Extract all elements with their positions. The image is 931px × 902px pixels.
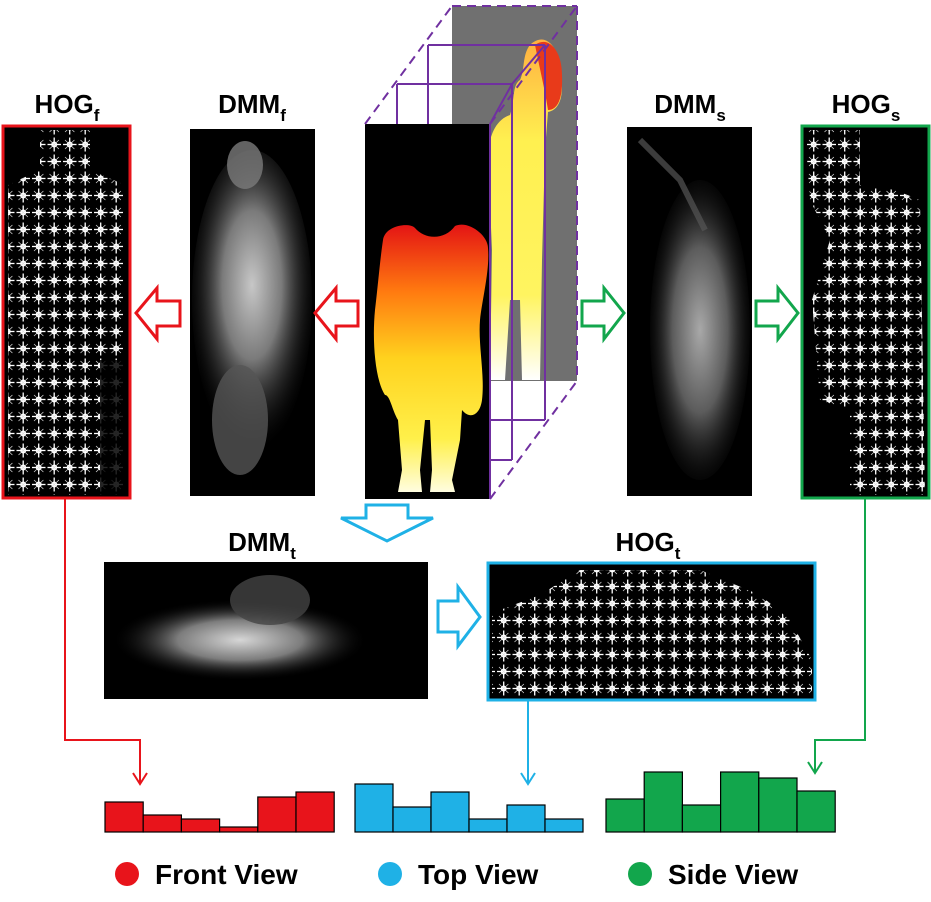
legend: Front View Top View Side View xyxy=(115,859,798,890)
label-hog-top-sub: t xyxy=(675,544,681,563)
label-dmm-top-base: DMM xyxy=(228,527,290,557)
histogram-bar-top-4 xyxy=(468,818,508,833)
legend-item-side: Side View xyxy=(628,859,798,890)
legend-label-front: Front View xyxy=(155,859,298,890)
histogram-bar-side-6 xyxy=(796,790,836,833)
arrow-to-dmm-top xyxy=(340,503,434,543)
legend-dot-top xyxy=(378,862,402,886)
histogram-bar-front-5 xyxy=(257,796,297,833)
dmm-top-panel xyxy=(104,562,428,699)
histogram-bar-front-2 xyxy=(142,814,182,833)
histogram-bar-side-3 xyxy=(681,804,722,833)
legend-item-top: Top View xyxy=(378,859,539,890)
hog-front-panel xyxy=(1,124,132,500)
histogram-bar-front-3 xyxy=(180,818,221,833)
projection-grid xyxy=(396,44,546,499)
legend-dot-side xyxy=(628,862,652,886)
histogram-bar-side-1 xyxy=(605,798,645,833)
projection-dashed-edges xyxy=(364,5,578,500)
histogram-bar-top-6 xyxy=(544,818,584,833)
connector-front xyxy=(64,498,148,786)
dmm-side-panel xyxy=(627,127,752,496)
label-dmm-front-base: DMM xyxy=(218,89,280,119)
histogram-top xyxy=(354,783,584,833)
label-dmm-side-sub: s xyxy=(716,106,725,125)
label-hog-side-base: HOG xyxy=(832,89,891,119)
histogram-bar-front-1 xyxy=(104,801,144,833)
legend-item-front: Front View xyxy=(115,859,298,890)
label-hog-top-base: HOG xyxy=(616,527,675,557)
label-dmm-side-base: DMM xyxy=(654,89,716,119)
arrow-to-hog-side xyxy=(754,283,800,344)
label-hog-side: HOGs xyxy=(832,89,901,125)
histogram-bar-front-6 xyxy=(295,791,335,833)
arrow-to-hog-top xyxy=(436,582,482,651)
label-dmm-front: DMMf xyxy=(218,89,286,125)
histogram-front xyxy=(104,791,335,833)
histogram-bar-top-5 xyxy=(506,804,546,833)
front-depth-silhouette xyxy=(373,224,489,492)
connector-top xyxy=(520,700,536,786)
hog-top-panel xyxy=(486,561,817,702)
side-depth-silhouette xyxy=(488,39,563,380)
bottom-depth-panel xyxy=(490,381,550,499)
label-hog-front: HOGf xyxy=(35,89,100,125)
label-hog-top: HOGt xyxy=(616,527,681,563)
label-hog-side-sub: s xyxy=(891,106,900,125)
label-hog-front-base: HOG xyxy=(35,89,94,119)
histogram-bar-side-4 xyxy=(719,771,760,833)
hog-side-panel xyxy=(800,124,931,500)
legend-label-side: Side View xyxy=(668,859,798,890)
histogram-bar-top-3 xyxy=(430,791,470,833)
depth-map-cube xyxy=(364,5,578,500)
label-hog-front-sub: f xyxy=(94,106,100,125)
histogram-bar-side-5 xyxy=(758,777,798,833)
arrow-to-hog-front xyxy=(134,283,182,344)
histogram-side xyxy=(605,771,836,833)
histogram-bar-side-2 xyxy=(643,771,684,833)
legend-dot-front xyxy=(115,862,139,886)
histogram-bar-top-2 xyxy=(392,806,432,833)
label-dmm-side: DMMs xyxy=(654,89,726,125)
histogram-bar-front-4 xyxy=(219,826,259,833)
label-dmm-top-sub: t xyxy=(290,544,296,563)
arrow-to-dmm-side xyxy=(580,283,626,344)
arrow-to-dmm-front xyxy=(313,283,360,344)
label-dmm-top: DMMt xyxy=(228,527,296,563)
dmm-front-panel xyxy=(190,129,315,496)
label-dmm-front-sub: f xyxy=(280,106,286,125)
connector-side xyxy=(807,498,866,775)
histogram-bar-top-1 xyxy=(354,783,394,833)
legend-label-top: Top View xyxy=(418,859,539,890)
